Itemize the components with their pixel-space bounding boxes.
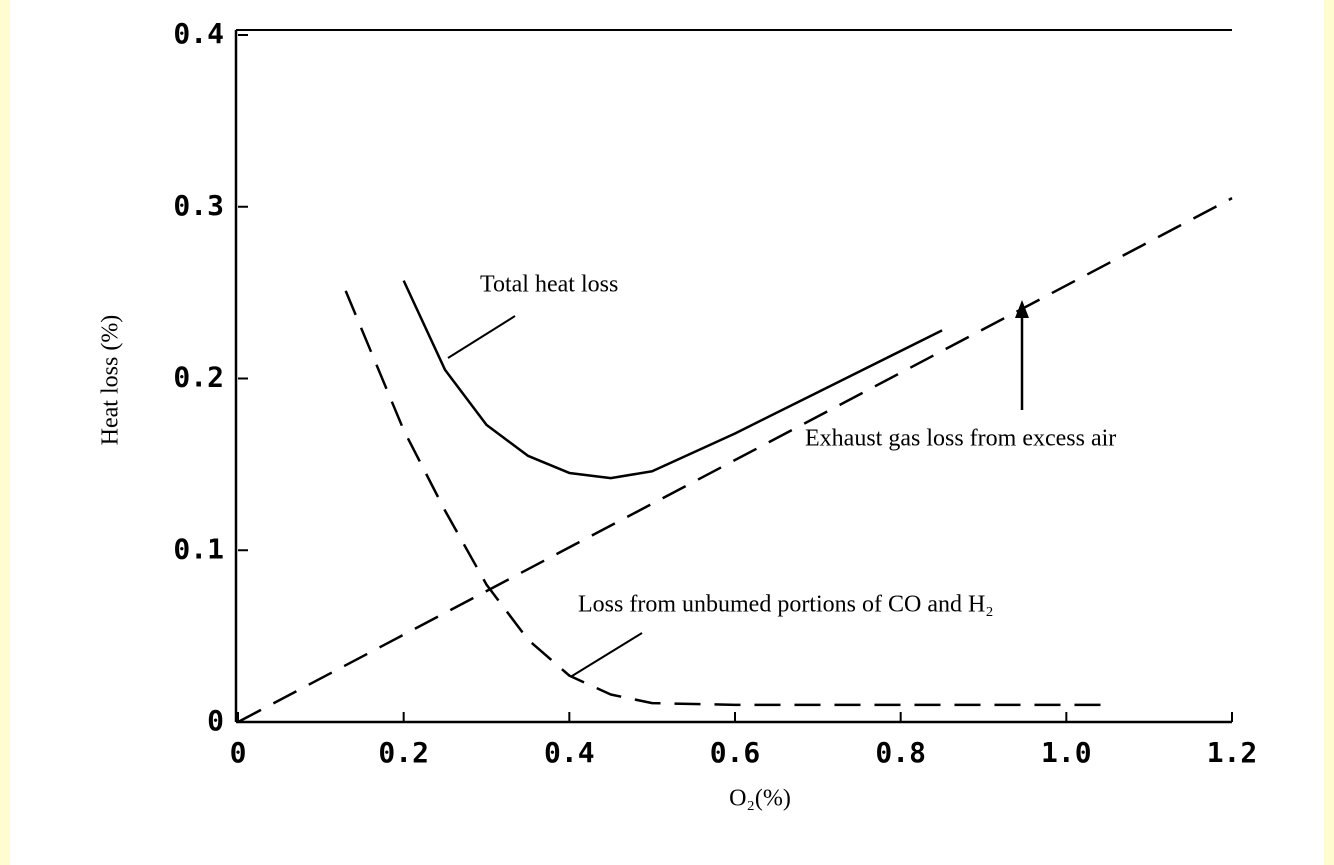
x-tick-label: 1.0 [1041, 736, 1092, 769]
annotation: Exhaust gas loss from excess air [805, 426, 1116, 452]
x-tick-label: 1.2 [1207, 736, 1258, 769]
y-axis-label: Heat loss (%) [98, 315, 124, 446]
leader-line [447, 315, 516, 359]
annotation: Total heat loss [480, 272, 618, 298]
y-tick-label: 0.4 [173, 17, 224, 50]
series-line [344, 290, 1108, 707]
x-tick-label: 0.4 [544, 736, 595, 769]
y-tick-label: 0.2 [173, 361, 224, 394]
x-axis-label: O₂(%) [729, 786, 791, 812]
x-tick-label: 0.8 [875, 736, 926, 769]
y-tick-label: 0.1 [173, 532, 224, 565]
x-tick-label: 0 [230, 736, 247, 769]
x-tick-label: 0.2 [378, 736, 429, 769]
y-tick-label: 0 [207, 704, 224, 737]
leader-line [571, 632, 643, 677]
series-line [237, 197, 1233, 724]
y-tick-label: 0.3 [173, 189, 224, 222]
annotation: Loss from unbumed portions of CO and H₂ [578, 592, 994, 618]
series-line [402, 280, 943, 480]
x-tick-label: 0.6 [710, 736, 761, 769]
